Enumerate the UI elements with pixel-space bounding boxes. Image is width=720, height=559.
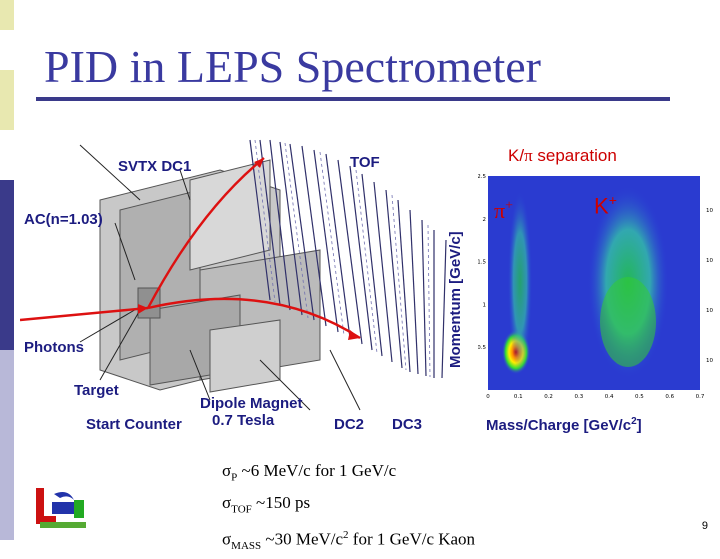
- bar-segment: [0, 70, 14, 130]
- photons-label: Photons: [24, 339, 84, 356]
- target-label: Target: [74, 382, 119, 399]
- pion-band: [508, 192, 532, 372]
- plot-xlabel-main: Mass/Charge [GeV/c: [486, 417, 632, 434]
- plot-title: K/π separation: [508, 146, 617, 166]
- tof-wall: [249, 139, 447, 379]
- x-tick-label: 0.6: [665, 394, 674, 400]
- plot-ylabel: Momentum [GeV/c]: [447, 231, 464, 368]
- sigma-symbol: σ: [222, 493, 232, 513]
- kaon-charge: +: [608, 192, 617, 208]
- formula-tof: σTOF ~150 ps: [222, 490, 475, 522]
- formula-subscript: MASS: [231, 539, 262, 552]
- particle-tracks: [20, 157, 361, 340]
- detector-illustration: [20, 139, 447, 411]
- x-tick-label: 0.3: [574, 394, 583, 400]
- photon-arrow: [138, 304, 148, 314]
- sigma-symbol: σ: [222, 461, 232, 480]
- kaon-core: [600, 277, 656, 367]
- mass-momentum-plot: 0 0.1 0.2 0.3 0.4 0.5 0.6 0.7 0.511.522.5 10101…: [478, 174, 713, 400]
- svtx-dc1-label: SVTX DC1: [118, 158, 192, 175]
- x-tick-label: 0.1: [514, 394, 523, 400]
- x-tick-labels: 0 0.1 0.2 0.3 0.4 0.5 0.6 0.7: [486, 394, 705, 400]
- plot-xlabel-sup: 2: [631, 416, 637, 427]
- slide-title: PID in LEPS Spectrometer: [44, 41, 541, 92]
- y-tick-label: 2: [483, 217, 487, 223]
- pion-label: π+: [494, 198, 513, 224]
- plot-title-suffix: separation: [532, 146, 617, 165]
- bar-segment: [0, 130, 14, 180]
- pion-symbol: π: [494, 198, 506, 223]
- leader-lines: [79, 144, 361, 411]
- y-tick-label: 2.5: [478, 174, 486, 180]
- z-tick-label: 10: [706, 308, 713, 314]
- z-tick-label: 10: [706, 208, 713, 214]
- formula-text: ~30 MeV/c: [261, 529, 344, 549]
- title-underline: [36, 97, 670, 101]
- resolution-formulas: σP ~6 MeV/c for 1 GeV/c σTOF ~150 ps σMA…: [222, 458, 475, 559]
- start-counter-label: Start Counter: [86, 416, 182, 433]
- z-tick-label: 10: [706, 358, 713, 364]
- bar-segment: [0, 30, 14, 70]
- bar-segment: [0, 350, 14, 540]
- x-tick-label: 0.7: [696, 394, 705, 400]
- plot-xlabel: Mass/Charge [GeV/c2]: [486, 416, 642, 434]
- kaon-label: K+: [594, 192, 617, 219]
- plot-title-pi: π: [524, 146, 533, 165]
- pion-charge: +: [505, 198, 514, 214]
- formula-text-end: for 1 GeV/c Kaon: [348, 529, 476, 549]
- dc2-label: DC2: [334, 416, 365, 433]
- aerogel-label: AC(n=1.03): [24, 211, 103, 228]
- formula-subscript: TOF: [231, 503, 252, 516]
- formula-superscript: 2: [343, 528, 349, 541]
- formula-momentum: σP ~6 MeV/c for 1 GeV/c: [222, 458, 475, 490]
- sigma-symbol: σ: [222, 529, 232, 549]
- z-tick-labels: 10 10 10 10: [706, 208, 713, 364]
- track-arrow-up: [254, 158, 264, 168]
- z-tick-label: 10: [706, 258, 713, 264]
- bar-segment: [0, 180, 14, 350]
- y-tick-label: 0.5: [478, 345, 486, 351]
- x-tick-label: 0.2: [544, 394, 553, 400]
- dipole-magnet-label: Dipole Magnet: [200, 395, 303, 412]
- x-tick-label: 0.4: [605, 394, 614, 400]
- plot-xlabel-end: ]: [636, 417, 642, 434]
- plot-title-prefix: K/: [508, 146, 525, 165]
- dc3-label: DC3: [392, 416, 423, 433]
- y-tick-label: 1: [483, 302, 487, 308]
- bar-segment: [0, 0, 14, 30]
- tof-wall-dashes: [254, 139, 431, 378]
- track-arrow-right: [348, 330, 360, 340]
- kaon-symbol: K: [594, 193, 609, 219]
- page-number: 9: [701, 520, 708, 532]
- left-decor-bar: [0, 0, 14, 540]
- formula-text: ~6 MeV/c for 1 GeV/c: [237, 461, 397, 480]
- formula-text: ~150 ps: [251, 493, 311, 513]
- leps-logo-icon: [36, 488, 86, 528]
- formula-subscript: P: [231, 471, 238, 484]
- x-tick-label: 0: [486, 394, 490, 400]
- tof-label: TOF: [350, 154, 380, 171]
- field-strength-label: 0.7 Tesla: [212, 412, 275, 429]
- x-tick-label: 0.5: [635, 394, 644, 400]
- y-tick-label: 1.5: [478, 260, 486, 266]
- formula-mass: σMASS ~30 MeV/c2 for 1 GeV/c Kaon: [222, 523, 475, 559]
- y-tick-labels: 0.5 1 1.5 2 2.5: [478, 174, 486, 351]
